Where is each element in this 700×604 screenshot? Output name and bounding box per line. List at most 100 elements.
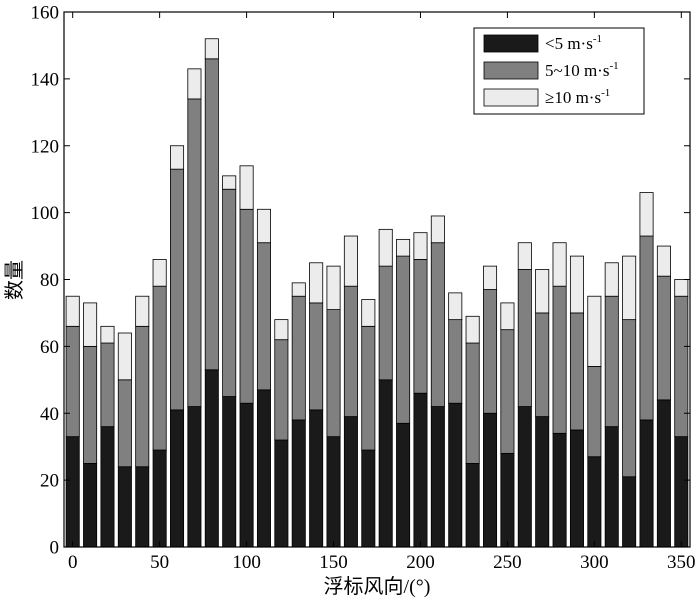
bar-segment-1-20 [100, 426, 115, 548]
y-tick-label: 80 [40, 270, 59, 291]
bar-segment-2-320 [622, 319, 637, 478]
x-tick-labels: 0 50 100 150 200 250 300 350 [68, 552, 696, 573]
bar-segment-3-150 [326, 265, 341, 310]
bar-segment-3-120 [274, 319, 289, 341]
legend: <5 m·s-15~10 m·s-1≥10 m·s-1 [473, 27, 645, 115]
bar-segment-1-140 [309, 409, 324, 548]
bar-segment-2-80 [204, 58, 219, 371]
bar-segment-2-220 [448, 319, 463, 404]
legend-label-3: ≥10 m·s-1 [545, 87, 610, 107]
bar-segment-2-200 [413, 259, 428, 394]
bar-segment-2-20 [100, 342, 115, 428]
bar-segment-1-0 [65, 436, 80, 548]
x-tick-label: 200 [406, 552, 435, 573]
bar-segment-2-190 [396, 255, 411, 424]
bar-segment-1-190 [396, 422, 411, 548]
bar-segment-1-130 [291, 419, 306, 548]
bar-segment-2-180 [378, 265, 393, 381]
x-tick-label: 150 [319, 552, 348, 573]
bar-segment-1-330 [639, 419, 654, 548]
bar-segment-3-70 [187, 68, 202, 100]
bar-segment-3-180 [378, 228, 393, 267]
bar-segment-2-150 [326, 309, 341, 438]
bar-segment-2-300 [587, 366, 602, 458]
bar-segment-3-110 [256, 208, 271, 244]
bar-segment-1-110 [256, 389, 271, 548]
bar-segment-3-220 [448, 292, 463, 321]
bar-segment-1-30 [117, 466, 132, 548]
bar-segment-3-230 [465, 315, 480, 344]
bar-segment-2-260 [517, 269, 532, 407]
x-axis-title: 浮标风向/(°) [324, 575, 431, 598]
bar-segment-1-340 [656, 399, 671, 548]
bar-segment-2-170 [361, 325, 376, 451]
bar-segment-1-260 [517, 406, 532, 548]
bar-segment-2-110 [256, 242, 271, 391]
y-tick-labels: 0 20 40 60 80 100 120 140 160 [31, 3, 60, 559]
bar-segment-3-50 [152, 259, 167, 287]
bar-segment-3-30 [117, 332, 132, 381]
bar-segment-1-90 [222, 396, 237, 548]
bar-segment-2-350 [674, 295, 689, 438]
bar-segment-2-50 [152, 285, 167, 451]
bar-segment-1-240 [483, 412, 498, 548]
bar-segment-3-330 [639, 192, 654, 237]
bar-segment-2-210 [430, 242, 445, 407]
y-tick-label: 120 [31, 136, 60, 157]
bar-segment-3-200 [413, 232, 428, 260]
bar-segment-3-240 [483, 265, 498, 290]
bar-segment-2-160 [343, 285, 358, 417]
bar-segment-2-130 [291, 295, 306, 421]
bar-segment-1-250 [500, 452, 515, 548]
bar-segment-1-170 [361, 449, 376, 548]
bar-segment-1-210 [430, 406, 445, 548]
y-tick-label: 140 [31, 69, 60, 90]
legend-label-2: 5~10 m·s-1 [545, 60, 619, 80]
bar-segment-3-0 [65, 295, 80, 327]
bar-segment-1-230 [465, 463, 480, 548]
bar-segment-2-270 [535, 312, 550, 417]
bar-segment-2-40 [135, 325, 150, 468]
bar-segment-1-280 [552, 432, 567, 548]
bar-segment-1-160 [343, 416, 358, 548]
bar-layer [65, 38, 689, 548]
y-tick-label: 20 [40, 471, 59, 492]
bar-segment-1-50 [152, 449, 167, 548]
bar-segment-3-20 [100, 325, 115, 344]
bar-segment-3-90 [222, 175, 237, 190]
bar-segment-3-190 [396, 238, 411, 257]
bar-segment-3-340 [656, 245, 671, 277]
bar-segment-1-70 [187, 406, 202, 548]
bar-segment-1-60 [170, 409, 185, 548]
bar-segment-1-10 [83, 463, 98, 548]
bar-segment-2-70 [187, 98, 202, 407]
legend-label-text: 5~10 m·s [545, 61, 609, 80]
bar-segment-3-250 [500, 302, 515, 331]
bar-segment-1-180 [378, 379, 393, 548]
x-tick-label: 100 [232, 552, 261, 573]
legend-swatch-1 [483, 34, 539, 53]
legend-swatch-2 [483, 61, 539, 80]
bar-segment-2-330 [639, 235, 654, 421]
bar-segment-3-280 [552, 242, 567, 287]
x-tick-label: 350 [667, 552, 696, 573]
bar-segment-1-220 [448, 402, 463, 548]
bar-segment-3-160 [343, 235, 358, 287]
y-axis-title: 数量 [3, 260, 26, 300]
bar-segment-3-310 [604, 262, 619, 297]
bar-segment-2-310 [604, 295, 619, 428]
bar-segment-2-140 [309, 302, 324, 411]
bar-segment-2-230 [465, 342, 480, 464]
bar-segment-1-320 [622, 476, 637, 548]
y-tick-label: 160 [31, 3, 60, 24]
bar-segment-1-120 [274, 439, 289, 548]
y-tick-label: 40 [40, 404, 59, 425]
axis-ticks [64, 11, 690, 548]
bar-segment-3-10 [83, 302, 98, 347]
bar-segment-3-60 [170, 145, 185, 170]
bar-segment-3-210 [430, 215, 445, 244]
x-tick-label: 250 [493, 552, 522, 573]
bar-segment-3-260 [517, 242, 532, 270]
bar-segment-1-40 [135, 466, 150, 548]
